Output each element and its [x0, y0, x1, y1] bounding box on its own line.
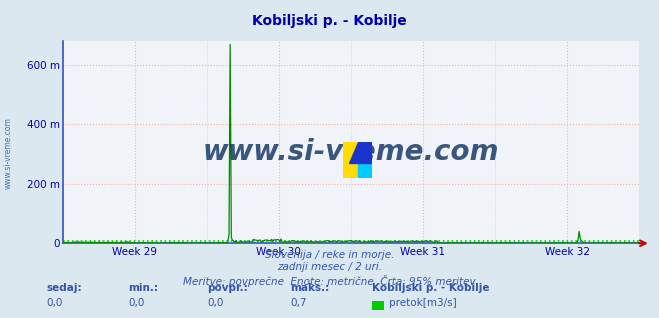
Text: 0,0: 0,0: [208, 298, 224, 308]
Polygon shape: [343, 142, 358, 178]
Text: Slovenija / reke in morje.: Slovenija / reke in morje.: [265, 250, 394, 259]
Text: sedaj:: sedaj:: [46, 283, 82, 293]
Text: Kobiljski p. - Kobilje: Kobiljski p. - Kobilje: [372, 283, 490, 293]
Text: Kobiljski p. - Kobilje: Kobiljski p. - Kobilje: [252, 14, 407, 28]
Text: maks.:: maks.:: [290, 283, 330, 293]
Text: pretok[m3/s]: pretok[m3/s]: [389, 298, 457, 308]
Polygon shape: [349, 142, 372, 163]
Text: 0,0: 0,0: [46, 298, 63, 308]
Polygon shape: [358, 142, 372, 178]
Text: zadnji mesec / 2 uri.: zadnji mesec / 2 uri.: [277, 262, 382, 272]
Text: 0,7: 0,7: [290, 298, 306, 308]
Text: Meritve: povprečne  Enote: metrične  Črta: 95% meritev: Meritve: povprečne Enote: metrične Črta:…: [183, 275, 476, 287]
Text: www.si-vreme.com: www.si-vreme.com: [203, 138, 499, 166]
Text: min.:: min.:: [129, 283, 159, 293]
Text: 0,0: 0,0: [129, 298, 145, 308]
Text: www.si-vreme.com: www.si-vreme.com: [4, 117, 13, 189]
Text: povpr.:: povpr.:: [208, 283, 248, 293]
